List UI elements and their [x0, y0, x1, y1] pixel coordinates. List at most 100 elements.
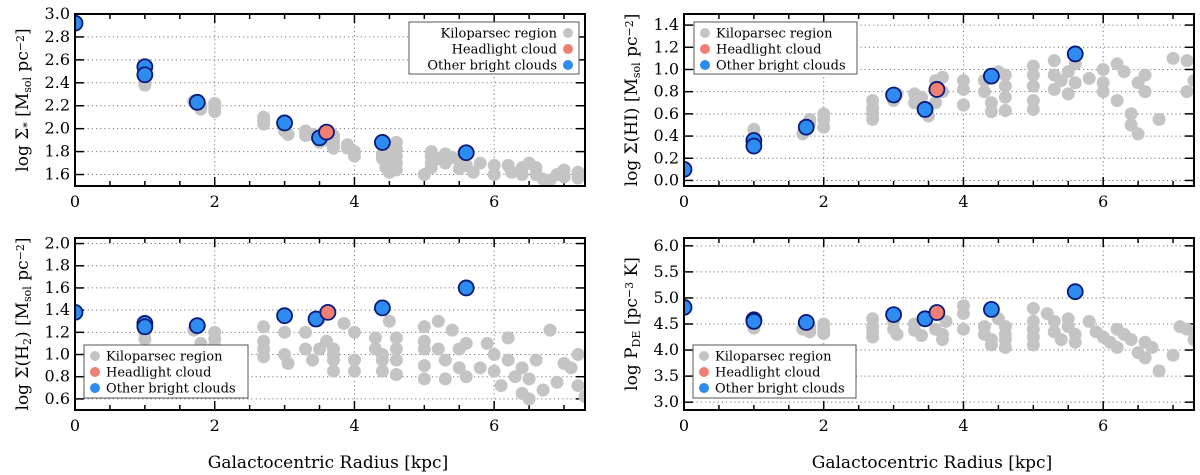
kiloparsec-region-point: [1026, 79, 1040, 93]
legend-marker: [563, 44, 573, 54]
y-tick-label: 2.2: [45, 96, 70, 115]
x-tick-label: 0: [70, 416, 80, 435]
kiloparsec-region-point: [494, 379, 508, 393]
y-axis-label: log Σ* [Msol pc−2]: [13, 28, 34, 171]
kiloparsec-region-point: [564, 361, 578, 375]
kiloparsec-region-point: [326, 353, 340, 367]
kiloparsec-region-point: [1082, 314, 1096, 328]
kiloparsec-region-point: [1152, 364, 1166, 378]
legend-label: Headlight cloud: [715, 366, 820, 381]
legend-label: Kiloparsec region: [715, 350, 832, 365]
legend-label: Other bright clouds: [106, 382, 236, 397]
kiloparsec-region-point: [438, 353, 452, 367]
kiloparsec-region-point: [417, 320, 431, 334]
kiloparsec-region-point: [382, 314, 396, 328]
bright-cloud-point: [457, 279, 475, 297]
kiloparsec-region-point: [466, 165, 480, 179]
panel-h2-surface-density: 0 2 4 6 0.6 0.8 1.0 1.2 1.4 1.6 1.8 2.0 log Σ(H2) [M…: [13, 234, 586, 435]
kiloparsec-region-point: [459, 336, 473, 350]
headlight-cloud-point: [319, 303, 337, 321]
kiloparsec-region-point: [550, 375, 564, 389]
x-tick-label: 2: [210, 192, 220, 211]
kiloparsec-region-point: [445, 323, 459, 337]
x-tick-label: 6: [1098, 192, 1108, 211]
bright-cloud-point: [373, 299, 391, 317]
kiloparsec-region-point: [915, 90, 929, 104]
kiloparsec-region-point: [1068, 76, 1082, 90]
kiloparsec-region-point: [1047, 82, 1061, 96]
kiloparsec-region-point: [536, 383, 550, 397]
kiloparsec-region-point: [956, 98, 970, 112]
legend-marker: [700, 28, 710, 38]
kiloparsec-region-point: [522, 372, 536, 386]
plot-frame: [683, 13, 1195, 187]
kiloparsec-region-point: [1026, 301, 1040, 315]
panel-hi-surface-density: 0 2 4 6 0.0 0.2 0.4 0.6 0.8 1.0 1.2 1.4 log Σ(HI) [M…: [622, 13, 1195, 211]
kiloparsec-region-point: [487, 158, 501, 172]
y-tick-label: 0.6: [654, 104, 679, 123]
kiloparsec-region-point: [389, 367, 403, 381]
kiloparsec-region-point: [998, 68, 1012, 82]
kiloparsec-region-point: [536, 172, 550, 186]
legend-marker: [700, 44, 710, 54]
kiloparsec-region-point: [368, 331, 382, 345]
headlight-cloud-point: [928, 304, 946, 321]
kiloparsec-region-point: [480, 336, 494, 350]
kiloparsec-region-point: [956, 322, 970, 336]
bright-cloud-point: [1066, 283, 1084, 301]
y-tick-label: 1.6: [45, 165, 70, 184]
bright-cloud-point: [457, 144, 475, 162]
y-tick-label: 1.0: [45, 345, 70, 364]
kiloparsec-region-point: [578, 390, 585, 404]
panel-stellar-surface-density: 0 2 4 6 1.6 1.8 2.0 2.2 2.4 2.6 2.8 3.0 log Σ* [Msol…: [13, 4, 586, 211]
legend-label: Other bright clouds: [716, 59, 846, 74]
y-tick-label: 1.2: [45, 322, 70, 341]
legend-label: Other bright clouds: [715, 382, 845, 397]
kiloparsec-region-point: [1152, 112, 1166, 126]
kiloparsec-region-point: [1131, 127, 1145, 141]
data-markers: [684, 45, 1194, 178]
x-tick-label: 2: [210, 416, 220, 435]
x-tick-label: 2: [819, 192, 829, 211]
kiloparsec-region-point: [505, 165, 519, 179]
y-tick-label: 2.6: [45, 50, 70, 69]
x-tick-label: 4: [349, 416, 359, 435]
kiloparsec-region-point: [487, 364, 501, 378]
kiloparsec-region-point: [508, 370, 522, 384]
y-tick-label: 6.0: [654, 236, 679, 255]
bright-cloud-point: [276, 307, 293, 325]
y-tick-label: 1.4: [654, 15, 679, 34]
kiloparsec-region-point: [389, 342, 403, 356]
kiloparsec-region-point: [529, 353, 543, 367]
kiloparsec-region-point: [389, 163, 403, 177]
bright-cloud-point: [188, 93, 206, 111]
legend-box: [83, 344, 249, 399]
kiloparsec-region-point: [473, 156, 487, 170]
kiloparsec-region-point: [956, 307, 970, 321]
kiloparsec-region-point: [866, 330, 880, 344]
kiloparsec-region-point: [977, 85, 991, 99]
kiloparsec-region-point: [1124, 333, 1138, 347]
bright-cloud-point: [797, 118, 815, 136]
kiloparsec-region-point: [1026, 102, 1040, 116]
legend-label: Kiloparsec region: [440, 27, 557, 42]
kiloparsec-region-point: [501, 353, 515, 367]
kiloparsec-region-point: [571, 379, 585, 393]
kiloparsec-region-point: [347, 353, 361, 367]
kiloparsec-region-point: [487, 168, 501, 182]
bright-cloud-point: [797, 314, 815, 331]
x-tick-label: 4: [958, 192, 968, 211]
kiloparsec-region-point: [998, 90, 1012, 104]
kiloparsec-region-point: [1110, 340, 1124, 354]
bright-cloud-point: [745, 137, 763, 155]
kiloparsec-region-point: [1117, 65, 1131, 79]
kiloparsec-region-point: [935, 333, 949, 347]
x-tick-label: 2: [819, 416, 829, 435]
legend-marker: [699, 351, 709, 361]
kiloparsec-region-point: [1047, 314, 1061, 328]
kiloparsec-region-point: [281, 356, 295, 370]
kiloparsec-region-point: [452, 361, 466, 375]
kiloparsec-region-point: [487, 348, 501, 362]
